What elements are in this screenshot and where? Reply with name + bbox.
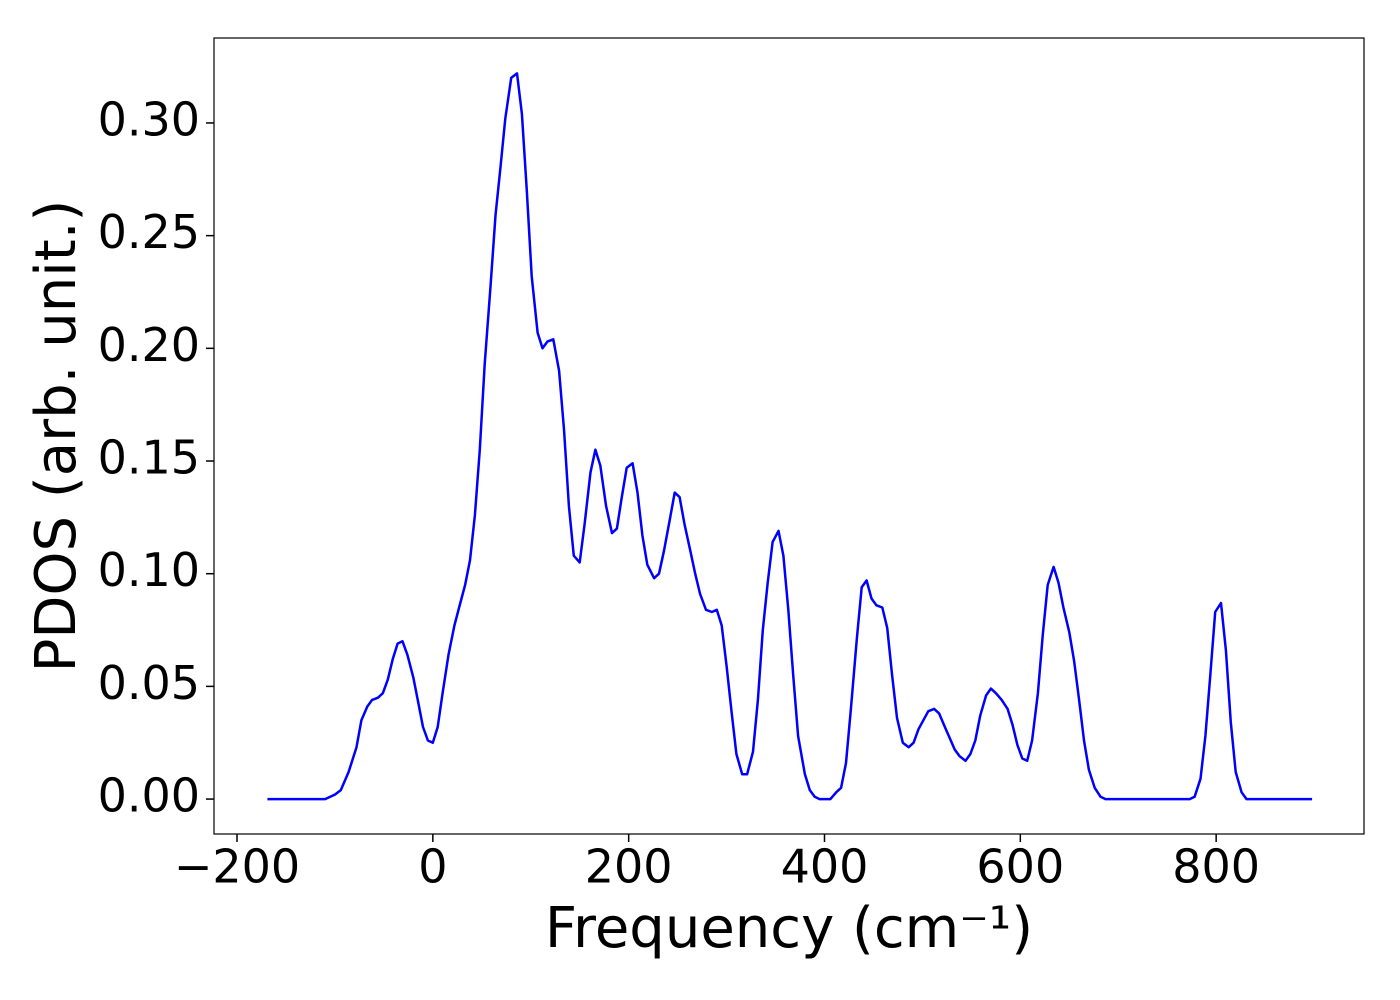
- y-axis-label: PDOS (arb. unit.): [24, 200, 89, 673]
- y-tick-label: 0.05: [98, 656, 200, 710]
- y-tick-label: 0.25: [98, 205, 200, 259]
- y-tick-label: 0.30: [98, 92, 200, 146]
- y-tick-label: 0.10: [98, 543, 200, 597]
- x-tick-label: 600: [976, 840, 1064, 894]
- y-tick-label: 0.20: [98, 318, 200, 372]
- x-tick-label: 400: [781, 840, 869, 894]
- plot-frame: [213, 37, 1365, 835]
- x-tick-label: 200: [585, 840, 673, 894]
- x-tick-label: 800: [1172, 840, 1260, 894]
- y-tick-label: 0.00: [98, 769, 200, 823]
- x-axis-label: Frequency (cm⁻¹): [545, 896, 1033, 961]
- line: [267, 72, 1313, 801]
- x-tick-label: −200: [174, 840, 300, 894]
- x-tick-label: 0: [418, 840, 447, 894]
- y-tick-label: 0.15: [98, 431, 200, 485]
